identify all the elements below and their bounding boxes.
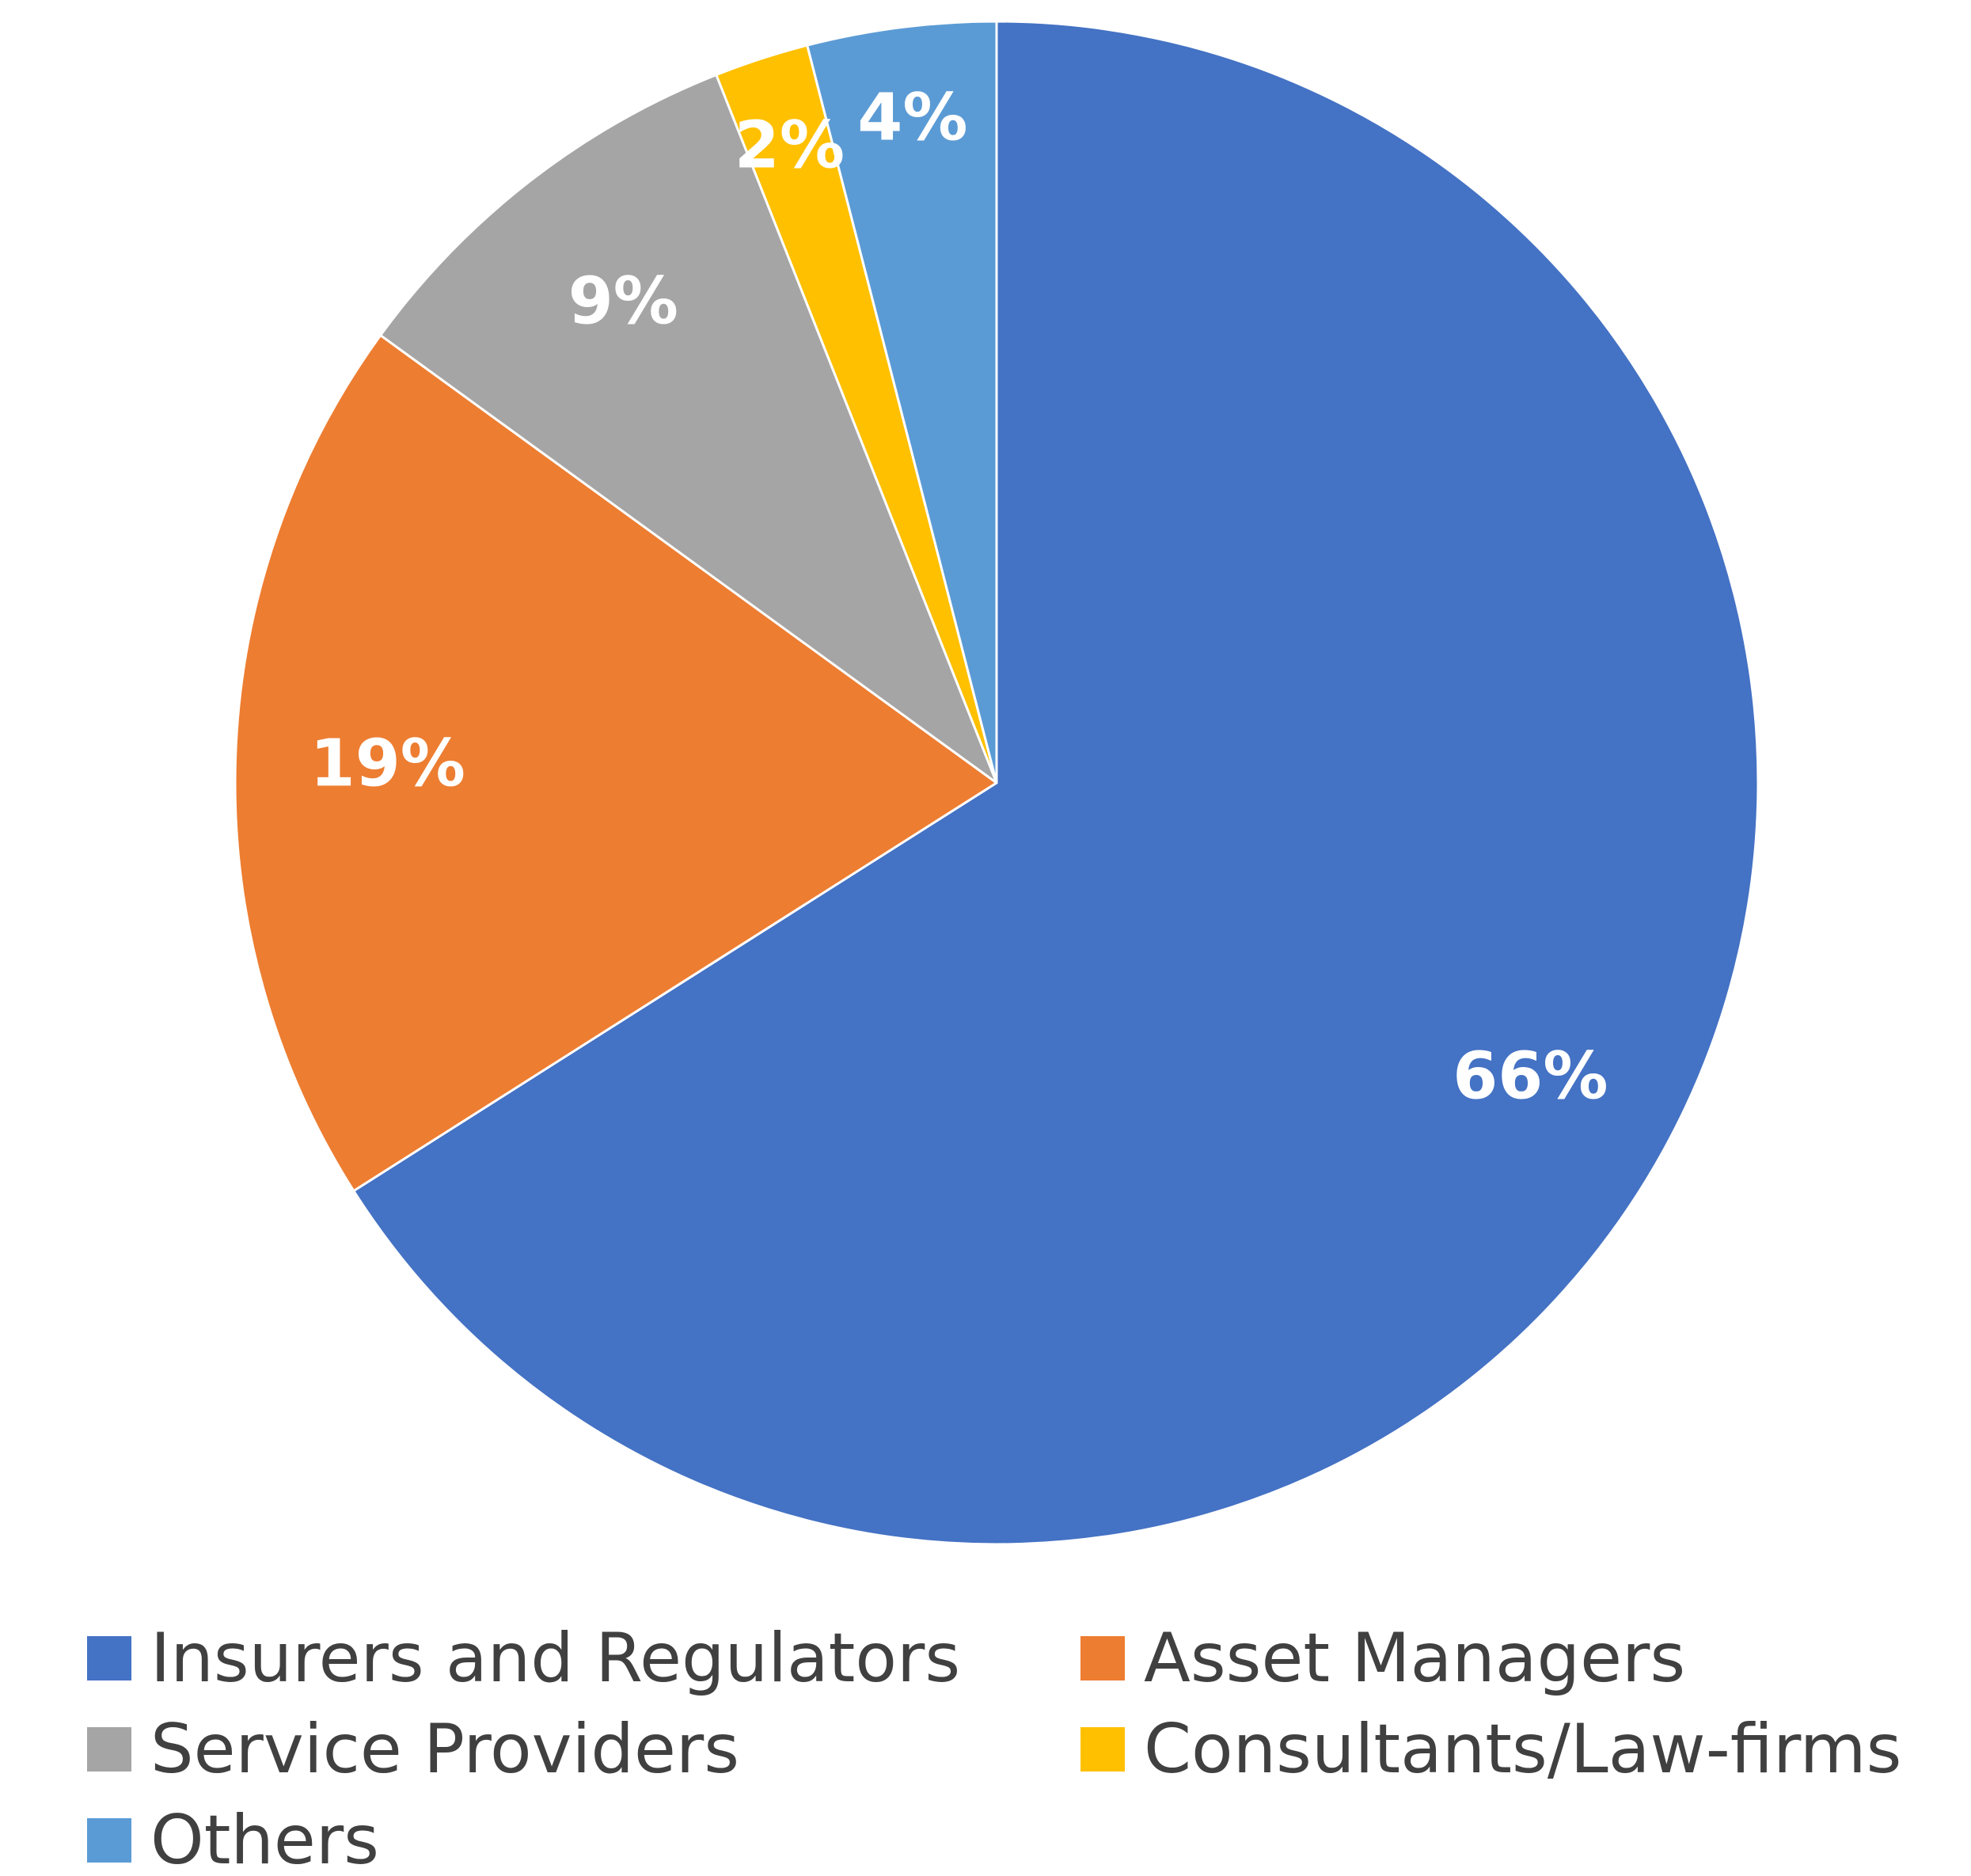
legend-swatch [87, 1727, 131, 1772]
legend-item-insurers-and-regulators: Insurers and Regulators [87, 1619, 960, 1698]
legend-item-asset-managers: Asset Managers [1080, 1619, 1685, 1698]
pie-data-labels: 66% 19% 9% 2% 4% [310, 81, 1608, 1115]
legend-label: Asset Managers [1144, 1619, 1685, 1698]
legend-label: Service Providers [150, 1710, 739, 1789]
legend-swatch [87, 1818, 131, 1863]
data-label-insurers-and-regulators: 66% [1453, 1039, 1608, 1114]
legend-item-consultants-law-firms: Consultants/Law-firms [1080, 1710, 1901, 1789]
legend-swatch [1080, 1727, 1125, 1772]
legend-item-others: Others [87, 1801, 379, 1876]
legend-swatch [1080, 1636, 1125, 1680]
legend-label: Insurers and Regulators [150, 1619, 960, 1698]
data-label-service-providers: 9% [568, 264, 678, 339]
pie-slice-service-providers [379, 74, 998, 784]
data-label-others: 4% [857, 81, 967, 156]
legend-label: Others [150, 1801, 379, 1876]
pie-slices [234, 20, 1760, 1546]
data-label-asset-managers: 19% [310, 726, 465, 801]
pie-slice-asset-managers [234, 334, 998, 1192]
pie-slice-others [806, 20, 998, 784]
legend-swatch [87, 1636, 131, 1680]
legend-label: Consultants/Law-firms [1144, 1710, 1901, 1789]
legend-item-service-providers: Service Providers [87, 1710, 739, 1789]
data-label-consultants-law-firms: 2% [735, 108, 845, 183]
pie-slice-insurers-and-regulators [352, 20, 1760, 1546]
chart-legend: Insurers and Regulators Asset Managers Ser… [87, 1619, 1901, 1876]
